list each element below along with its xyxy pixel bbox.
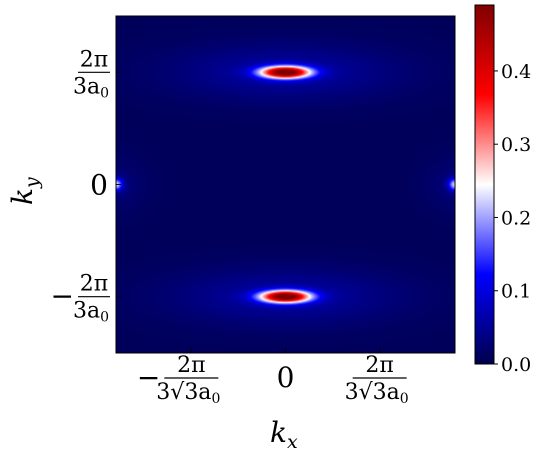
colorbar-tick-label: 0.1 xyxy=(501,281,531,303)
tick-sign: − xyxy=(137,361,160,394)
tick-numerator: 2π xyxy=(177,353,205,378)
colorbar-ticks: 0.0 0.1 0.2 0.3 0.4 xyxy=(494,61,531,376)
x-tick-label: 2π3√3a0− xyxy=(137,353,221,407)
tick-denominator: 3√3a0 xyxy=(345,380,409,407)
y-axis-label: ky xyxy=(6,177,43,205)
colorbar-gradient xyxy=(475,5,494,364)
colorbar-frame xyxy=(474,4,495,365)
heatmap-image xyxy=(116,16,455,353)
x-tick-label: 0 xyxy=(277,361,295,394)
tick-sign: − xyxy=(51,280,74,313)
colorbar: 0.0 0.1 0.2 0.3 0.4 xyxy=(474,4,531,376)
tick-numerator: 2π xyxy=(80,272,108,297)
y-tick-label: 0 xyxy=(90,169,108,202)
colorbar-tick-label: 0.0 xyxy=(501,354,531,376)
tick-denominator: 3√3a0 xyxy=(156,380,220,407)
tick-numerator: 2π xyxy=(365,353,393,378)
tick-denominator: 3a0 xyxy=(73,74,109,101)
x-tick-label: 2π3√3a0 xyxy=(345,353,409,407)
x-axis-label: kx xyxy=(270,416,298,452)
colorbar-tick-label: 0.2 xyxy=(501,207,531,229)
tick-numerator: 2π xyxy=(80,47,108,72)
tick-denominator: 3a0 xyxy=(73,299,109,326)
heatmap-plot xyxy=(115,15,456,354)
colorbar-tick-label: 0.3 xyxy=(501,134,531,156)
colorbar-tick-label: 0.4 xyxy=(501,61,531,83)
